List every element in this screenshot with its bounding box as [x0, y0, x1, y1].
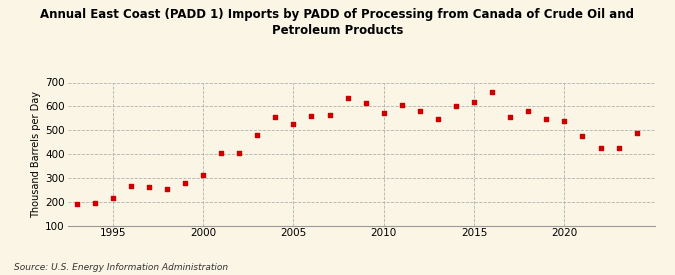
Point — [433, 117, 443, 122]
Point — [451, 104, 462, 109]
Point — [342, 96, 353, 100]
Point — [378, 111, 389, 116]
Point — [270, 115, 281, 119]
Point — [613, 146, 624, 150]
Point — [161, 186, 172, 191]
Point — [71, 202, 82, 206]
Point — [541, 117, 551, 122]
Point — [252, 133, 263, 137]
Point — [595, 146, 606, 150]
Point — [523, 109, 534, 113]
Point — [487, 90, 497, 94]
Point — [631, 130, 642, 135]
Y-axis label: Thousand Barrels per Day: Thousand Barrels per Day — [31, 90, 41, 218]
Point — [559, 119, 570, 123]
Text: Source: U.S. Energy Information Administration: Source: U.S. Energy Information Administ… — [14, 263, 227, 272]
Point — [396, 103, 407, 107]
Point — [180, 180, 190, 185]
Point — [143, 185, 154, 189]
Point — [468, 99, 479, 104]
Point — [306, 114, 317, 118]
Point — [216, 151, 227, 155]
Point — [89, 201, 100, 205]
Point — [505, 115, 516, 119]
Point — [324, 112, 335, 117]
Point — [234, 151, 244, 155]
Point — [360, 101, 371, 105]
Point — [126, 184, 136, 188]
Point — [198, 173, 209, 178]
Point — [577, 134, 588, 138]
Point — [414, 109, 425, 113]
Point — [107, 196, 118, 200]
Point — [288, 122, 299, 127]
Text: Annual East Coast (PADD 1) Imports by PADD of Processing from Canada of Crude Oi: Annual East Coast (PADD 1) Imports by PA… — [40, 8, 634, 37]
